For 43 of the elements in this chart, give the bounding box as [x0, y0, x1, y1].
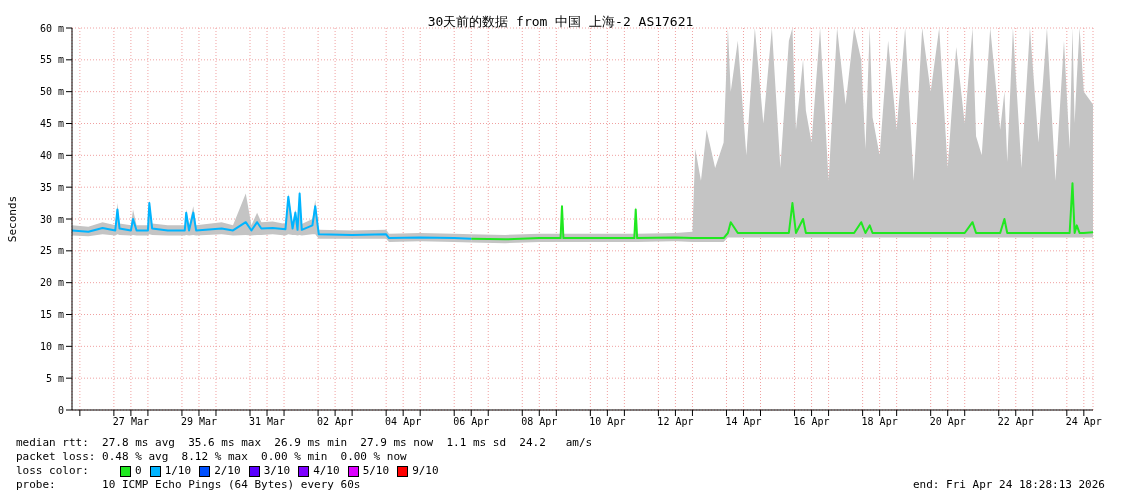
x-tick-label: 10 Apr — [589, 416, 626, 428]
legend-label: 9/10 — [412, 464, 439, 478]
y-tick-label: 0 — [57, 404, 64, 416]
x-tick-label: 06 Apr — [453, 416, 490, 428]
x-tick-label: 14 Apr — [725, 416, 762, 428]
text: median rtt: 27.8 ms avg 35.6 ms max 26.9 ms min 27.9 ms now 1.1 ms sd 24.2 am/s — [16, 436, 594, 450]
chart-title: 30天前的数据 from 中国 上海-2 AS17621 — [427, 14, 694, 29]
legend-label: 5/10 — [362, 464, 390, 478]
y-tick-label: 45 m — [39, 118, 64, 130]
legend-label: 2/10 — [214, 464, 241, 478]
legend-label: 0 — [135, 464, 142, 478]
text: packet loss: 0.48 % avg 8.12 % max 0.00 % min 0.00 % now — [16, 450, 408, 464]
y-tick-label: 10 m — [39, 340, 64, 352]
legend-label: 1/10 — [164, 464, 192, 478]
legend-title: loss color: — [16, 464, 90, 478]
x-tick-label: 08 Apr — [521, 416, 558, 428]
y-tick-label: 40 m — [39, 149, 64, 161]
x-tick-label: 12 Apr — [657, 416, 694, 428]
y-tick-label: 5 m — [45, 372, 64, 384]
y-tick-label: 60 m — [39, 22, 64, 34]
x-tick-label: 27 Mar — [112, 416, 149, 428]
y-axis-title: Seconds — [5, 195, 19, 243]
y-tick-label: 35 m — [39, 181, 64, 193]
y-tick-label: 15 m — [39, 309, 64, 321]
y-tick-label: 30 m — [39, 213, 64, 225]
x-tick-label: 04 Apr — [385, 416, 422, 428]
y-tick-label: 55 m — [39, 54, 64, 66]
x-tick-label: 31 Mar — [248, 416, 286, 428]
x-tick-label: 20 Apr — [929, 416, 966, 428]
y-tick-label: 20 m — [39, 277, 64, 289]
line-series — [470, 182, 1093, 241]
legend-label: 4/10 — [313, 464, 340, 478]
x-tick-label: 22 Apr — [997, 416, 1034, 428]
x-tick-label: 16 Apr — [793, 416, 830, 428]
y-tick-label: 50 m — [39, 86, 64, 98]
y-tick-label: 25 m — [39, 245, 64, 257]
x-tick-label: 02 Apr — [317, 416, 354, 428]
x-tick-label: 18 Apr — [861, 416, 898, 428]
x-tick-label: 24 Apr — [1065, 416, 1102, 428]
x-tick-label: 29 Mar — [180, 416, 218, 428]
text: probe: 10 ICMP Echo Pings (64 Bytes) every 60s — [16, 478, 361, 492]
legend-label: 3/10 — [263, 464, 291, 478]
text: end: Fri Apr 24 18:28:13 2026 — [912, 478, 1105, 492]
